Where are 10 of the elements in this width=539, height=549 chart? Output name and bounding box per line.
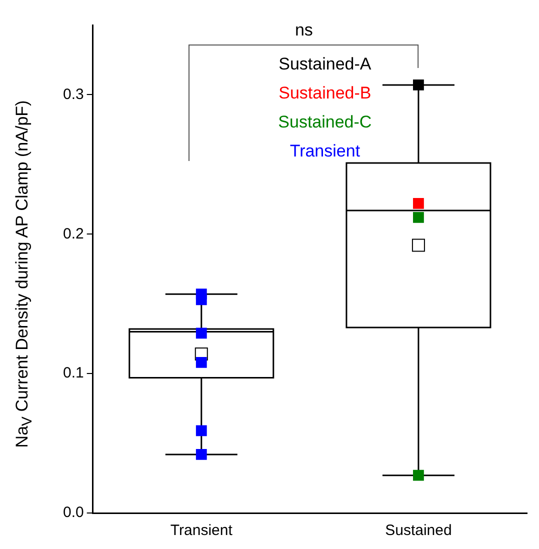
y-tick-label: 0.2 xyxy=(62,225,84,242)
y-tick-label: 0.1 xyxy=(62,364,84,382)
text: Sustained-A xyxy=(278,54,372,74)
y-tick-label: 0.0 xyxy=(62,504,84,522)
text: Sustained-B xyxy=(278,84,372,103)
y-tick-label: 0.3 xyxy=(62,86,84,103)
x-tick-label: Sustained xyxy=(385,522,452,540)
text: Transient xyxy=(290,142,360,161)
text: Sustained-C xyxy=(278,112,372,132)
annotation: ns xyxy=(294,20,313,40)
